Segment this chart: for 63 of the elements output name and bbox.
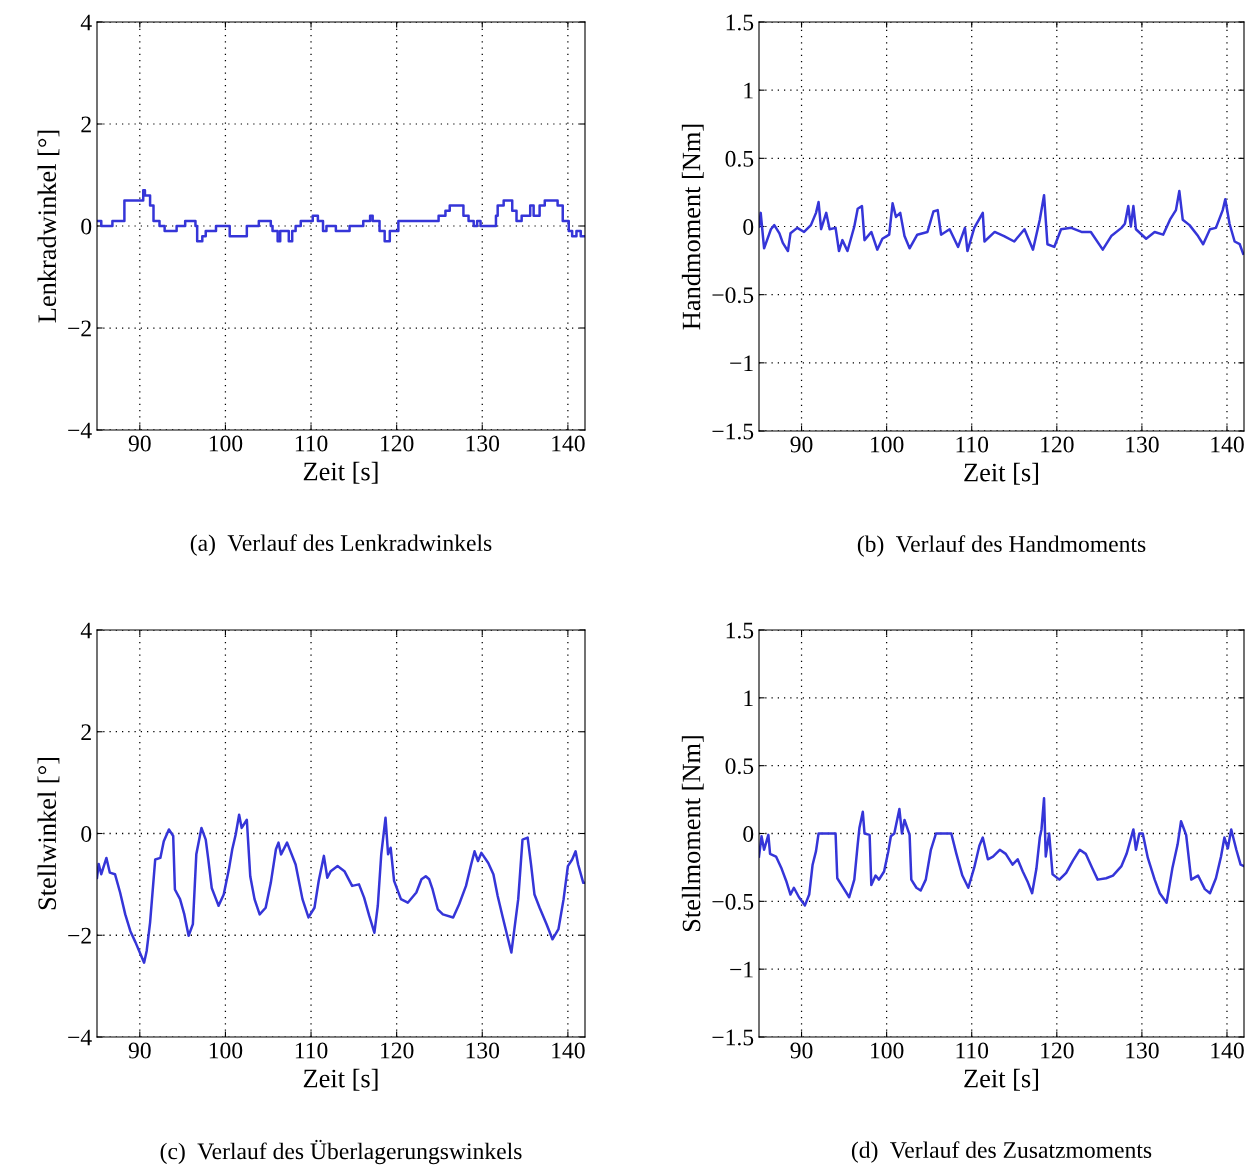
- y-tick-label: −2: [68, 320, 91, 337]
- y-tick-label: −0.5: [712, 893, 754, 910]
- line-series: [97, 813, 585, 964]
- x-tick-label: 140: [552, 1042, 585, 1059]
- y-tick-label: 2: [81, 724, 91, 740]
- x-tick-label: 140: [1211, 1042, 1244, 1059]
- y-tick-label: 0: [743, 825, 754, 842]
- y-tick-label: 4: [80, 14, 92, 31]
- x-tick-label: 100: [209, 1042, 243, 1059]
- x-tick-label: 140: [1211, 436, 1244, 453]
- y-tick-label: −1: [730, 355, 753, 372]
- y-axis-title: Stellwinkel [°]: [37, 757, 60, 910]
- x-tick-label: 100: [871, 1042, 904, 1059]
- text: (a) Verlauf des Lenkradwinkels: [190, 534, 492, 556]
- x-tick-label: 110: [956, 1042, 989, 1059]
- x-tick-label: 100: [871, 436, 904, 453]
- y-tick-label: 1.5: [726, 622, 754, 639]
- text: (d) Verlauf des Zusatzmoments: [851, 1141, 1152, 1163]
- x-tick-label: 130: [1126, 436, 1159, 453]
- text: (b) Verlauf des Handmoments: [857, 535, 1146, 557]
- x-tick-label: 120: [1041, 436, 1074, 453]
- line-series: [759, 796, 1244, 907]
- y-axis-title: Stellmoment [Nm]: [681, 736, 704, 932]
- x-tick-label: 90: [790, 1042, 813, 1059]
- x-tick-label: 90: [790, 436, 813, 453]
- y-tick-label: −0.5: [712, 287, 754, 304]
- x-tick-label: 110: [956, 436, 989, 453]
- x-axis-title: Zeit [s]: [303, 1068, 378, 1091]
- x-tick-label: 140: [552, 435, 585, 452]
- x-axis-title: Zeit [s]: [303, 461, 378, 484]
- x-tick-label: 130: [466, 1042, 500, 1059]
- y-tick-label: 0.5: [725, 758, 754, 775]
- y-tick-label: −2: [68, 927, 91, 944]
- y-tick-label: 0: [743, 218, 754, 235]
- y-tick-label: 1: [744, 690, 753, 707]
- x-tick-label: 120: [381, 435, 414, 452]
- y-tick-label: −1.5: [712, 1029, 754, 1046]
- y-tick-label: −1.5: [712, 423, 754, 440]
- y-tick-label: 0: [81, 825, 92, 842]
- line-series: [759, 189, 1244, 256]
- y-tick-label: 0.5: [725, 150, 754, 167]
- x-tick-label: 90: [128, 1042, 151, 1059]
- y-tick-label: 2: [81, 116, 91, 133]
- x-tick-label: 100: [209, 435, 243, 452]
- y-axis-title: Handmoment [Nm]: [681, 124, 704, 330]
- y-tick-label: 0: [81, 218, 92, 235]
- y-tick-label: 1: [744, 82, 753, 99]
- x-tick-label: 90: [128, 435, 151, 452]
- y-tick-label: −1: [730, 961, 753, 978]
- x-tick-label: 120: [381, 1042, 414, 1059]
- x-axis-title: Zeit [s]: [964, 1068, 1039, 1091]
- y-tick-label: −4: [68, 1029, 92, 1046]
- y-tick-label: 1.5: [726, 14, 754, 31]
- y-axis-title: Lenkradwinkel [°]: [37, 130, 60, 323]
- x-tick-label: 110: [295, 1042, 328, 1059]
- y-tick-label: 4: [80, 622, 92, 639]
- x-axis-title: Zeit [s]: [964, 462, 1039, 485]
- y-tick-label: −4: [68, 422, 92, 439]
- x-tick-label: 130: [1126, 1042, 1159, 1059]
- text: (c) Verlauf des Überlagerungswinkels: [160, 1139, 522, 1165]
- x-tick-label: 130: [466, 435, 500, 452]
- x-tick-label: 120: [1041, 1042, 1074, 1059]
- x-tick-label: 110: [295, 435, 328, 452]
